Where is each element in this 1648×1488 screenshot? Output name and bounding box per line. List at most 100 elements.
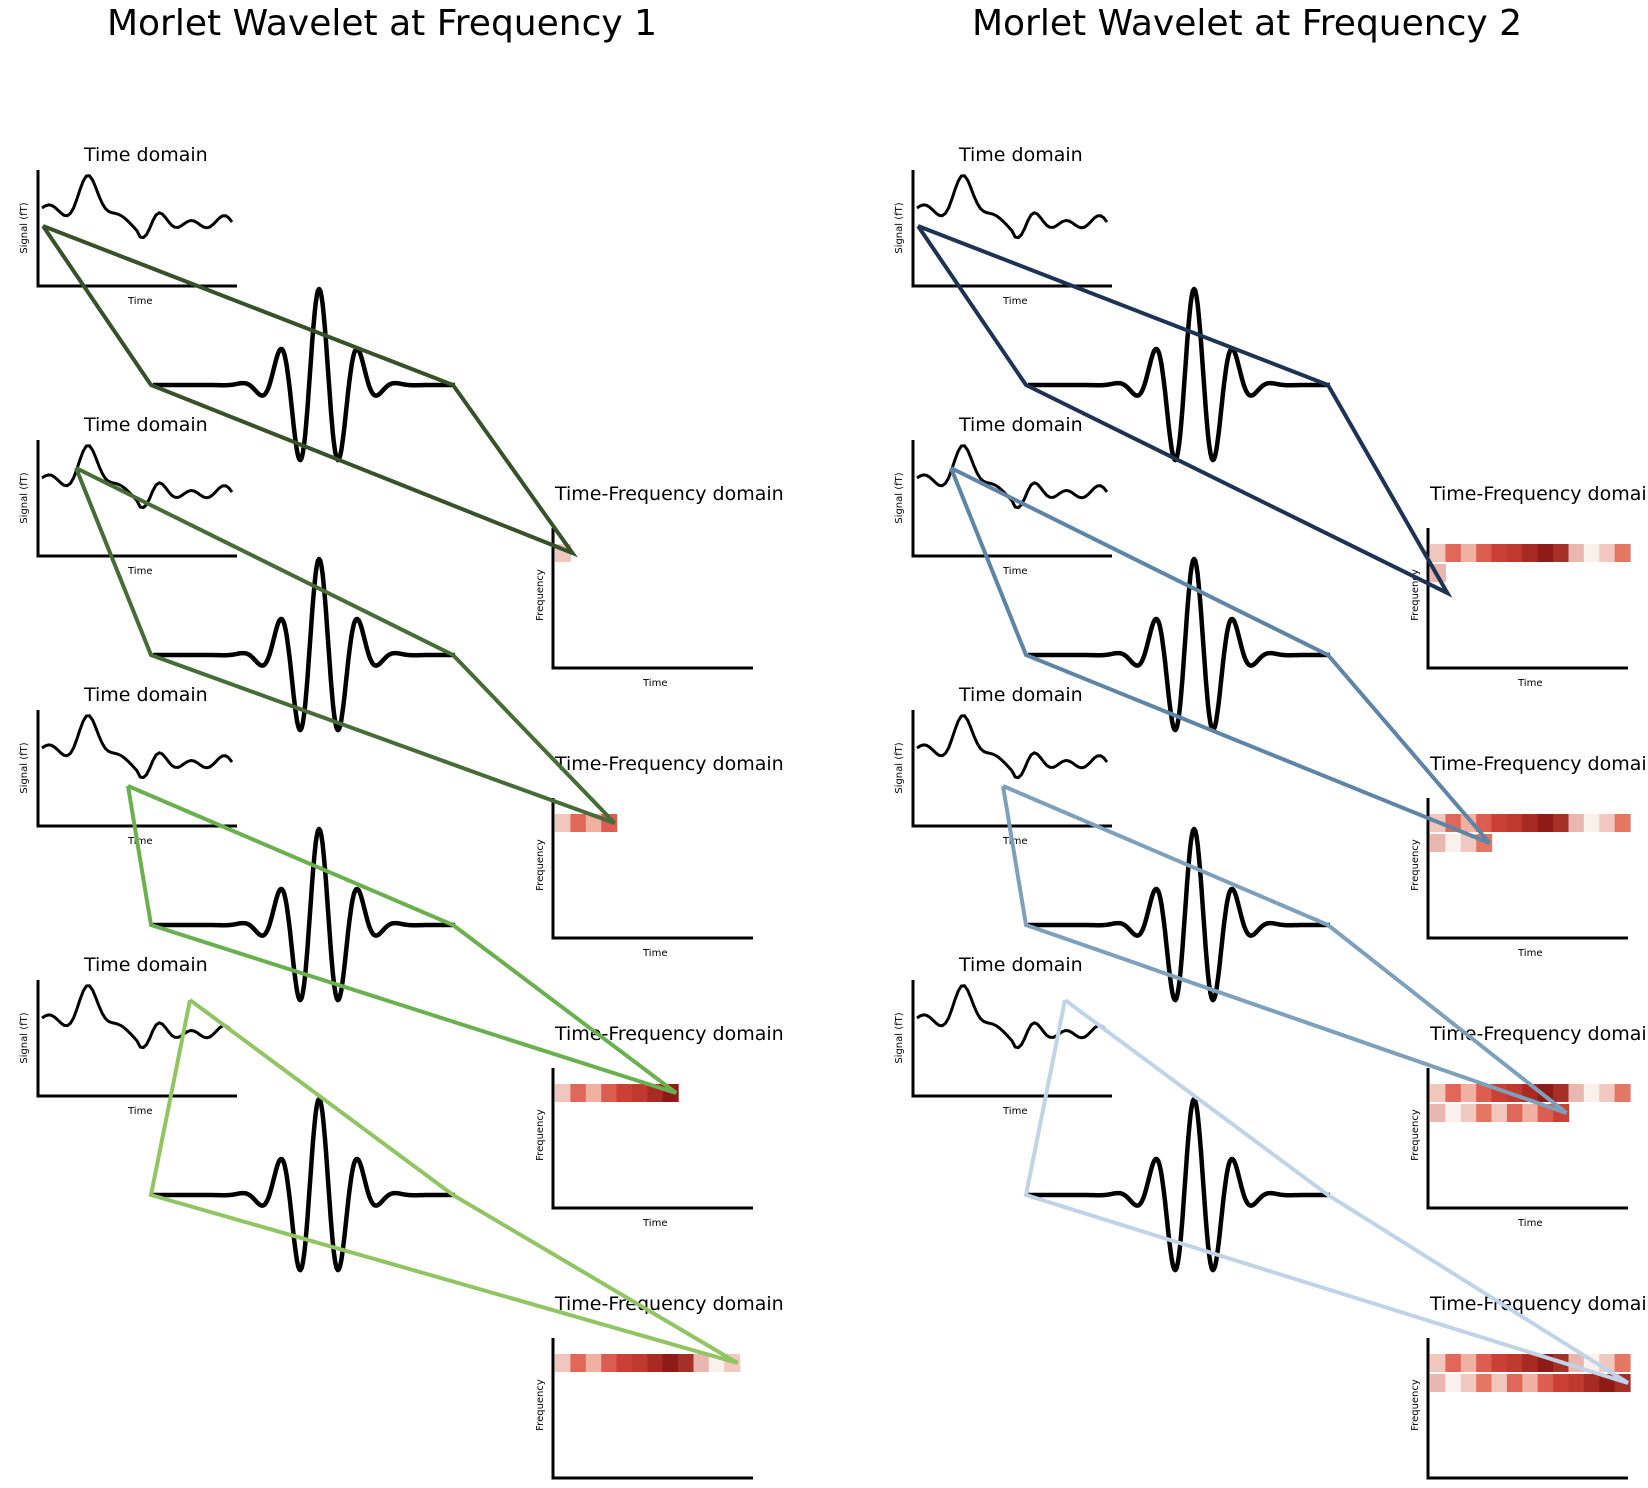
tf-domain-title: Time-Frequency domain [1429,483,1648,505]
projection-lines [41,224,578,558]
tf-heat-cell [1445,1354,1462,1372]
tf-heat-cell [1445,1374,1462,1392]
time-domain-xlabel: Time [1002,296,1027,307]
tf-xlabel: Time [1517,678,1542,689]
signal-trace [41,444,234,510]
tf-heat-cell [631,1354,648,1372]
tf-heat-cell [1430,1104,1446,1122]
projection-lines [148,998,739,1365]
tf-xlabel: Time [1517,1218,1542,1229]
tf-heat-cell [585,1084,602,1102]
tf-domain-title: Time-Frequency domain [554,1023,784,1045]
tf-heat-cell [1522,814,1539,832]
signal-trace [916,984,1109,1050]
tf-heat-cell [1537,1374,1554,1392]
time-domain-ylabel: Signal (fT) [19,472,30,523]
signal-trace [916,714,1109,780]
tf-heat-cell [1522,1374,1539,1392]
tf-domain-title: Time-Frequency domain [554,753,784,775]
tf-heat-cell [1445,544,1462,562]
time-domain-plot: Time domain Signal (fT) Time [894,954,1112,1117]
tf-heat-cell [1430,1374,1446,1392]
tf-heat-cell [1460,814,1477,832]
tf-heat-cell [1476,1104,1493,1122]
time-domain-xlabel: Time [1002,836,1027,847]
time-domain-axes [911,710,1112,828]
panel-frequency-2: Morlet Wavelet at Frequency 2 Time domai… [894,3,1648,1480]
time-domain-title: Time domain [958,144,1083,166]
tf-heat-cell [1506,814,1523,832]
tf-heat-cell [570,1354,587,1372]
tf-heat-cell [1445,1084,1462,1102]
tf-ylabel: Frequency [1410,1379,1421,1431]
tf-heat-cell [1430,1354,1446,1372]
projection-lines [1023,998,1630,1385]
tf-heat-cell [647,1354,664,1372]
tf-xlabel: Time [642,948,667,959]
tf-heat-cell [1506,1374,1523,1392]
panel-title: Morlet Wavelet at Frequency 2 [972,3,1522,44]
time-domain-ylabel: Signal (fT) [894,1012,905,1063]
tf-axes [551,528,753,670]
tf-heat-cell [1599,814,1616,832]
tf-heat-cell [1491,1104,1508,1122]
tf-heat-cell [601,1354,618,1372]
tf-heat-cell [1583,544,1600,562]
time-domain-ylabel: Signal (fT) [894,472,905,523]
tf-ylabel: Frequency [1410,839,1421,891]
tf-heat-cell [1460,1354,1477,1372]
tf-axes [551,1068,753,1210]
tf-heat-cell [1537,544,1554,562]
tf-heat-cell [1476,814,1493,832]
time-domain-xlabel: Time [1002,1106,1027,1117]
tf-heat-cell [616,1354,633,1372]
tf-heat-cell [1445,834,1462,852]
tf-heat-cell [1476,544,1493,562]
tf-heat-cell [1568,544,1585,562]
time-domain-ylabel: Signal (fT) [19,202,30,253]
time-domain-ylabel: Signal (fT) [19,1012,30,1063]
tf-heat-cell [1522,1354,1539,1372]
tf-heat-cell [678,1354,695,1372]
tf-ylabel: Frequency [535,569,546,621]
tf-heat-cell [1553,1374,1570,1392]
tf-axes [1426,798,1628,940]
tf-ylabel: Frequency [1410,1109,1421,1161]
tf-ylabel: Frequency [1410,569,1421,621]
tf-axes [1426,1068,1628,1210]
projection-lines [916,224,1453,598]
tf-heat-cell [1430,834,1446,852]
tf-domain-title: Time-Frequency domain [1429,753,1648,775]
time-domain-xlabel: Time [127,836,152,847]
tf-heat-cell [555,814,571,832]
tf-heat-cell [1430,544,1446,562]
tf-ylabel: Frequency [535,1109,546,1161]
tf-heat-cell [1506,1354,1523,1372]
tf-heat-cell [1491,1354,1508,1372]
tf-heat-cell [1506,544,1523,562]
tf-heat-cell [662,1354,679,1372]
projection-lines [1001,784,1568,1115]
tf-heat-cell [1476,1354,1493,1372]
time-domain-plot: Time domain Signal (fT) Time [894,414,1112,577]
projection-lines [126,784,678,1095]
tf-axes [1426,528,1628,670]
time-domain-title: Time domain [958,684,1083,706]
signal-trace [41,984,234,1050]
time-domain-xlabel: Time [127,296,152,307]
tf-heat-cell [555,1084,571,1102]
tf-axes [551,1338,753,1480]
tf-heat-cell [631,1084,648,1102]
tf-heat-cell [1491,814,1508,832]
signal-trace [916,444,1109,510]
panel-frequency-1: Morlet Wavelet at Frequency 1 Time domai… [19,3,784,1480]
tf-heat-cell [601,1084,618,1102]
tf-heat-cell [1430,1084,1446,1102]
time-domain-xlabel: Time [127,566,152,577]
morlet-wavelet [1026,826,1332,1003]
tf-domain-title: Time-Frequency domain [554,1293,784,1315]
tf-heat-cell [1553,814,1570,832]
